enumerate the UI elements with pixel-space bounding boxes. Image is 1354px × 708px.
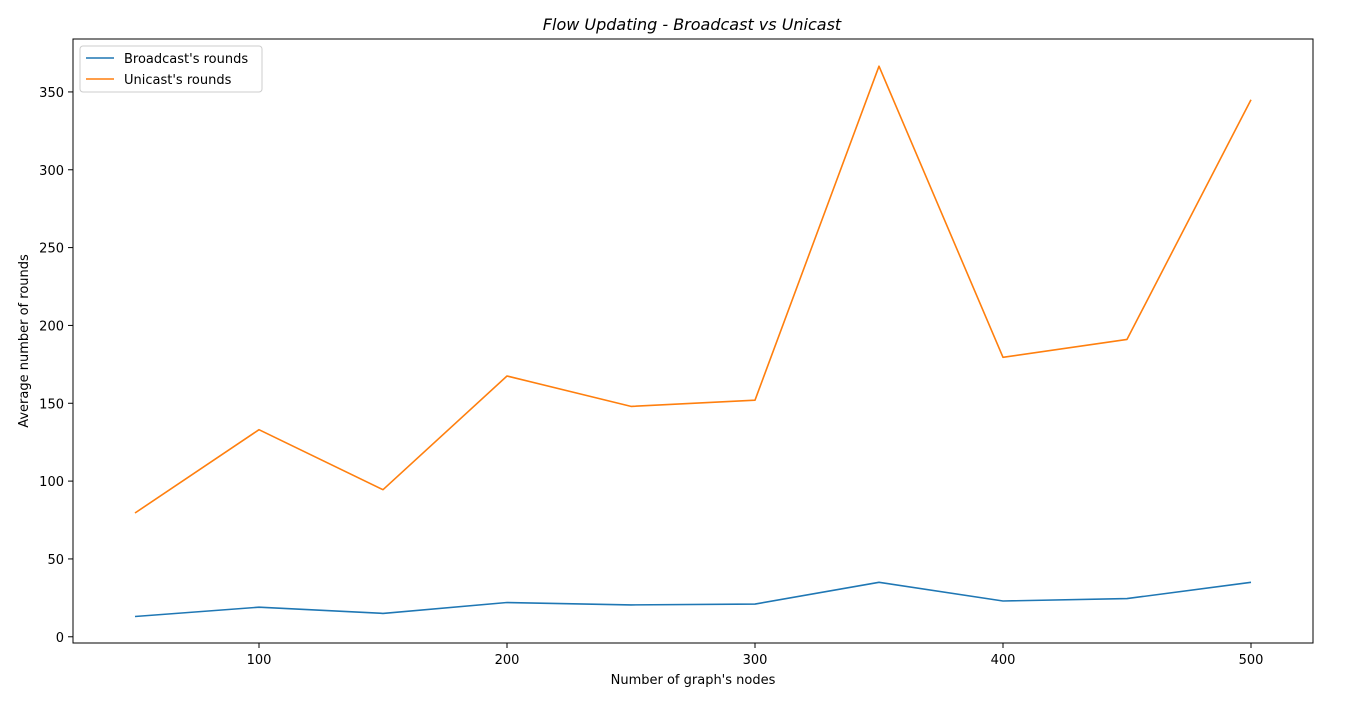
- y-tick-label: 100: [39, 475, 64, 490]
- y-tick-label: 0: [56, 631, 64, 646]
- plot-frame: [72, 38, 1314, 644]
- legend-label: Broadcast's rounds: [124, 52, 248, 67]
- series-layer: [134, 65, 1252, 618]
- y-tick-label: 250: [39, 242, 64, 257]
- legend-box: [79, 45, 263, 93]
- x-axis-label: Number of graph's nodes: [611, 673, 776, 688]
- y-tick-label: 50: [47, 553, 64, 568]
- y-tick-label: 200: [39, 319, 64, 334]
- x-axis: 100 200 300 400 500: [247, 643, 1264, 668]
- x-tick-label: 400: [991, 653, 1016, 668]
- chart-title: Flow Updating - Broadcast vs Unicast: [543, 15, 842, 34]
- y-tick-label: 300: [39, 164, 64, 179]
- y-axis: 0 50 100 150 200 250 300 350: [39, 86, 73, 646]
- series-line-broadcast: [134, 581, 1252, 618]
- legend: Broadcast's rounds Unicast's rounds: [79, 45, 263, 93]
- y-tick-label: 150: [39, 397, 64, 412]
- x-tick-label: 200: [495, 653, 520, 668]
- x-tick-label: 500: [1239, 653, 1264, 668]
- x-tick-label: 300: [743, 653, 768, 668]
- y-axis-label: Average number of rounds: [17, 254, 32, 428]
- plot-area: [72, 38, 1314, 644]
- x-tick-label: 100: [247, 653, 272, 668]
- legend-label: Unicast's rounds: [124, 73, 232, 88]
- series-line-unicast: [134, 65, 1252, 514]
- y-tick-label: 350: [39, 86, 64, 101]
